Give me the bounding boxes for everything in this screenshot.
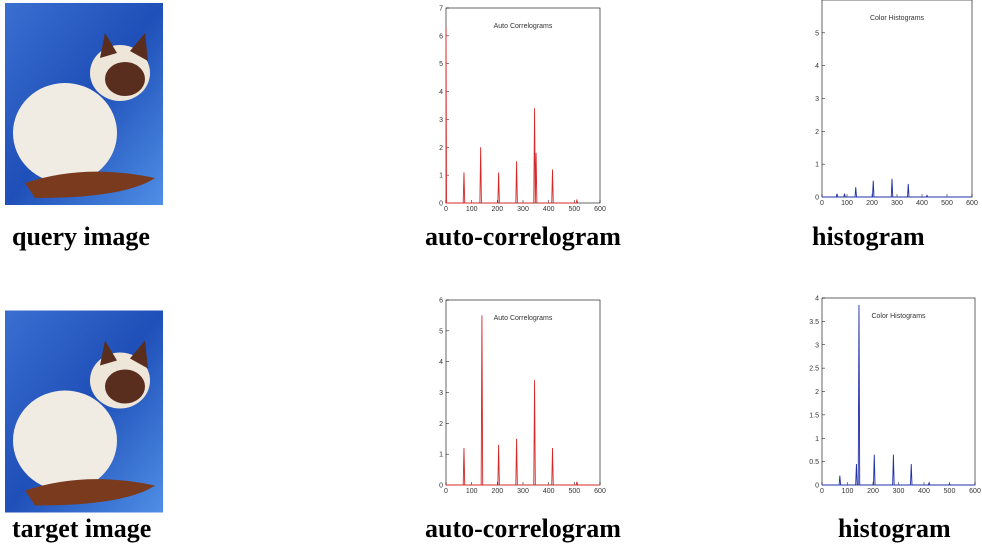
y-tick-label: 3.5 [809,319,819,326]
y-tick-label: 0.5 [809,459,819,466]
plot-frame [445,299,601,486]
x-tick-label: 0 [444,206,448,213]
x-tick-label: 100 [841,200,853,207]
y-tick-label: 0 [439,201,443,208]
x-tick-label: 500 [568,206,580,213]
y-tick-label: 3 [439,117,443,124]
x-tick-label: 500 [941,200,953,207]
x-tick-label: 600 [969,488,981,495]
data-line [822,305,975,486]
x-tick-label: 400 [916,200,928,207]
x-tick-label: 400 [543,488,555,495]
x-tick-label: 200 [866,200,878,207]
y-tick-label: 1 [815,436,819,443]
plot-frame [445,7,601,204]
y-tick-label: 1 [815,162,819,169]
x-tick-label: 100 [842,488,854,495]
data-line [446,315,600,486]
y-tick-label: 4 [439,89,443,96]
y-tick-label: 0 [815,483,819,490]
data-line [445,27,579,204]
query-image [5,3,163,205]
caption: target image [12,514,152,543]
x-tick-label: 300 [891,200,903,207]
y-tick-label: 3 [439,390,443,397]
x-tick-label: 300 [893,488,905,495]
y-tick-label: 4 [815,296,819,303]
y-tick-label: 6 [439,33,443,40]
caption: histogram [838,514,951,543]
y-tick-label: 1.5 [809,412,819,419]
y-tick-label: 5 [439,61,443,68]
target-image [5,310,163,513]
x-tick-label: 500 [944,488,956,495]
y-tick-label: 2.5 [809,366,819,373]
y-tick-label: 7 [439,6,443,13]
y-tick-label: 0 [815,195,819,202]
x-tick-label: 400 [918,488,930,495]
x-tick-label: 100 [466,206,478,213]
y-tick-label: 5 [439,328,443,335]
y-tick-label: 5 [815,30,819,37]
x-tick-label: 600 [594,488,606,495]
y-tick-label: 4 [439,359,443,366]
y-tick-label: 2 [815,389,819,396]
x-tick-label: 200 [491,206,503,213]
caption: auto-correlogram [425,222,621,251]
x-tick-label: 600 [966,200,978,207]
y-tick-label: 1 [439,173,443,180]
x-tick-label: 500 [568,488,580,495]
x-tick-label: 600 [594,206,606,213]
plot-frame [821,297,976,486]
x-tick-label: 300 [517,488,529,495]
caption: histogram [812,222,925,251]
y-tick-label: 2 [439,421,443,428]
chart-title: Color Histograms [871,313,926,320]
y-tick-label: 3 [815,342,819,349]
data-line [822,178,972,198]
x-tick-label: 200 [867,488,879,495]
y-tick-label: 2 [815,129,819,136]
chart-title: Auto Correlograms [494,23,553,30]
x-tick-label: 0 [820,200,824,207]
caption: auto-correlogram [425,514,621,543]
x-tick-label: 400 [543,206,555,213]
y-tick-label: 2 [439,145,443,152]
y-tick-label: 3 [815,96,819,103]
y-tick-label: 4 [815,63,819,70]
x-tick-label: 100 [466,488,478,495]
x-tick-label: 0 [444,488,448,495]
y-tick-label: 6 [439,298,443,305]
y-tick-label: 1 [439,452,443,459]
chart-title: Auto Correlograms [494,315,553,322]
y-tick-label: 0 [439,483,443,490]
x-tick-label: 300 [517,206,529,213]
caption: query image [12,222,150,251]
chart-title: Color Histograms [870,15,925,22]
plot-frame [821,0,973,198]
x-tick-label: 0 [820,488,824,495]
x-tick-label: 200 [491,488,503,495]
